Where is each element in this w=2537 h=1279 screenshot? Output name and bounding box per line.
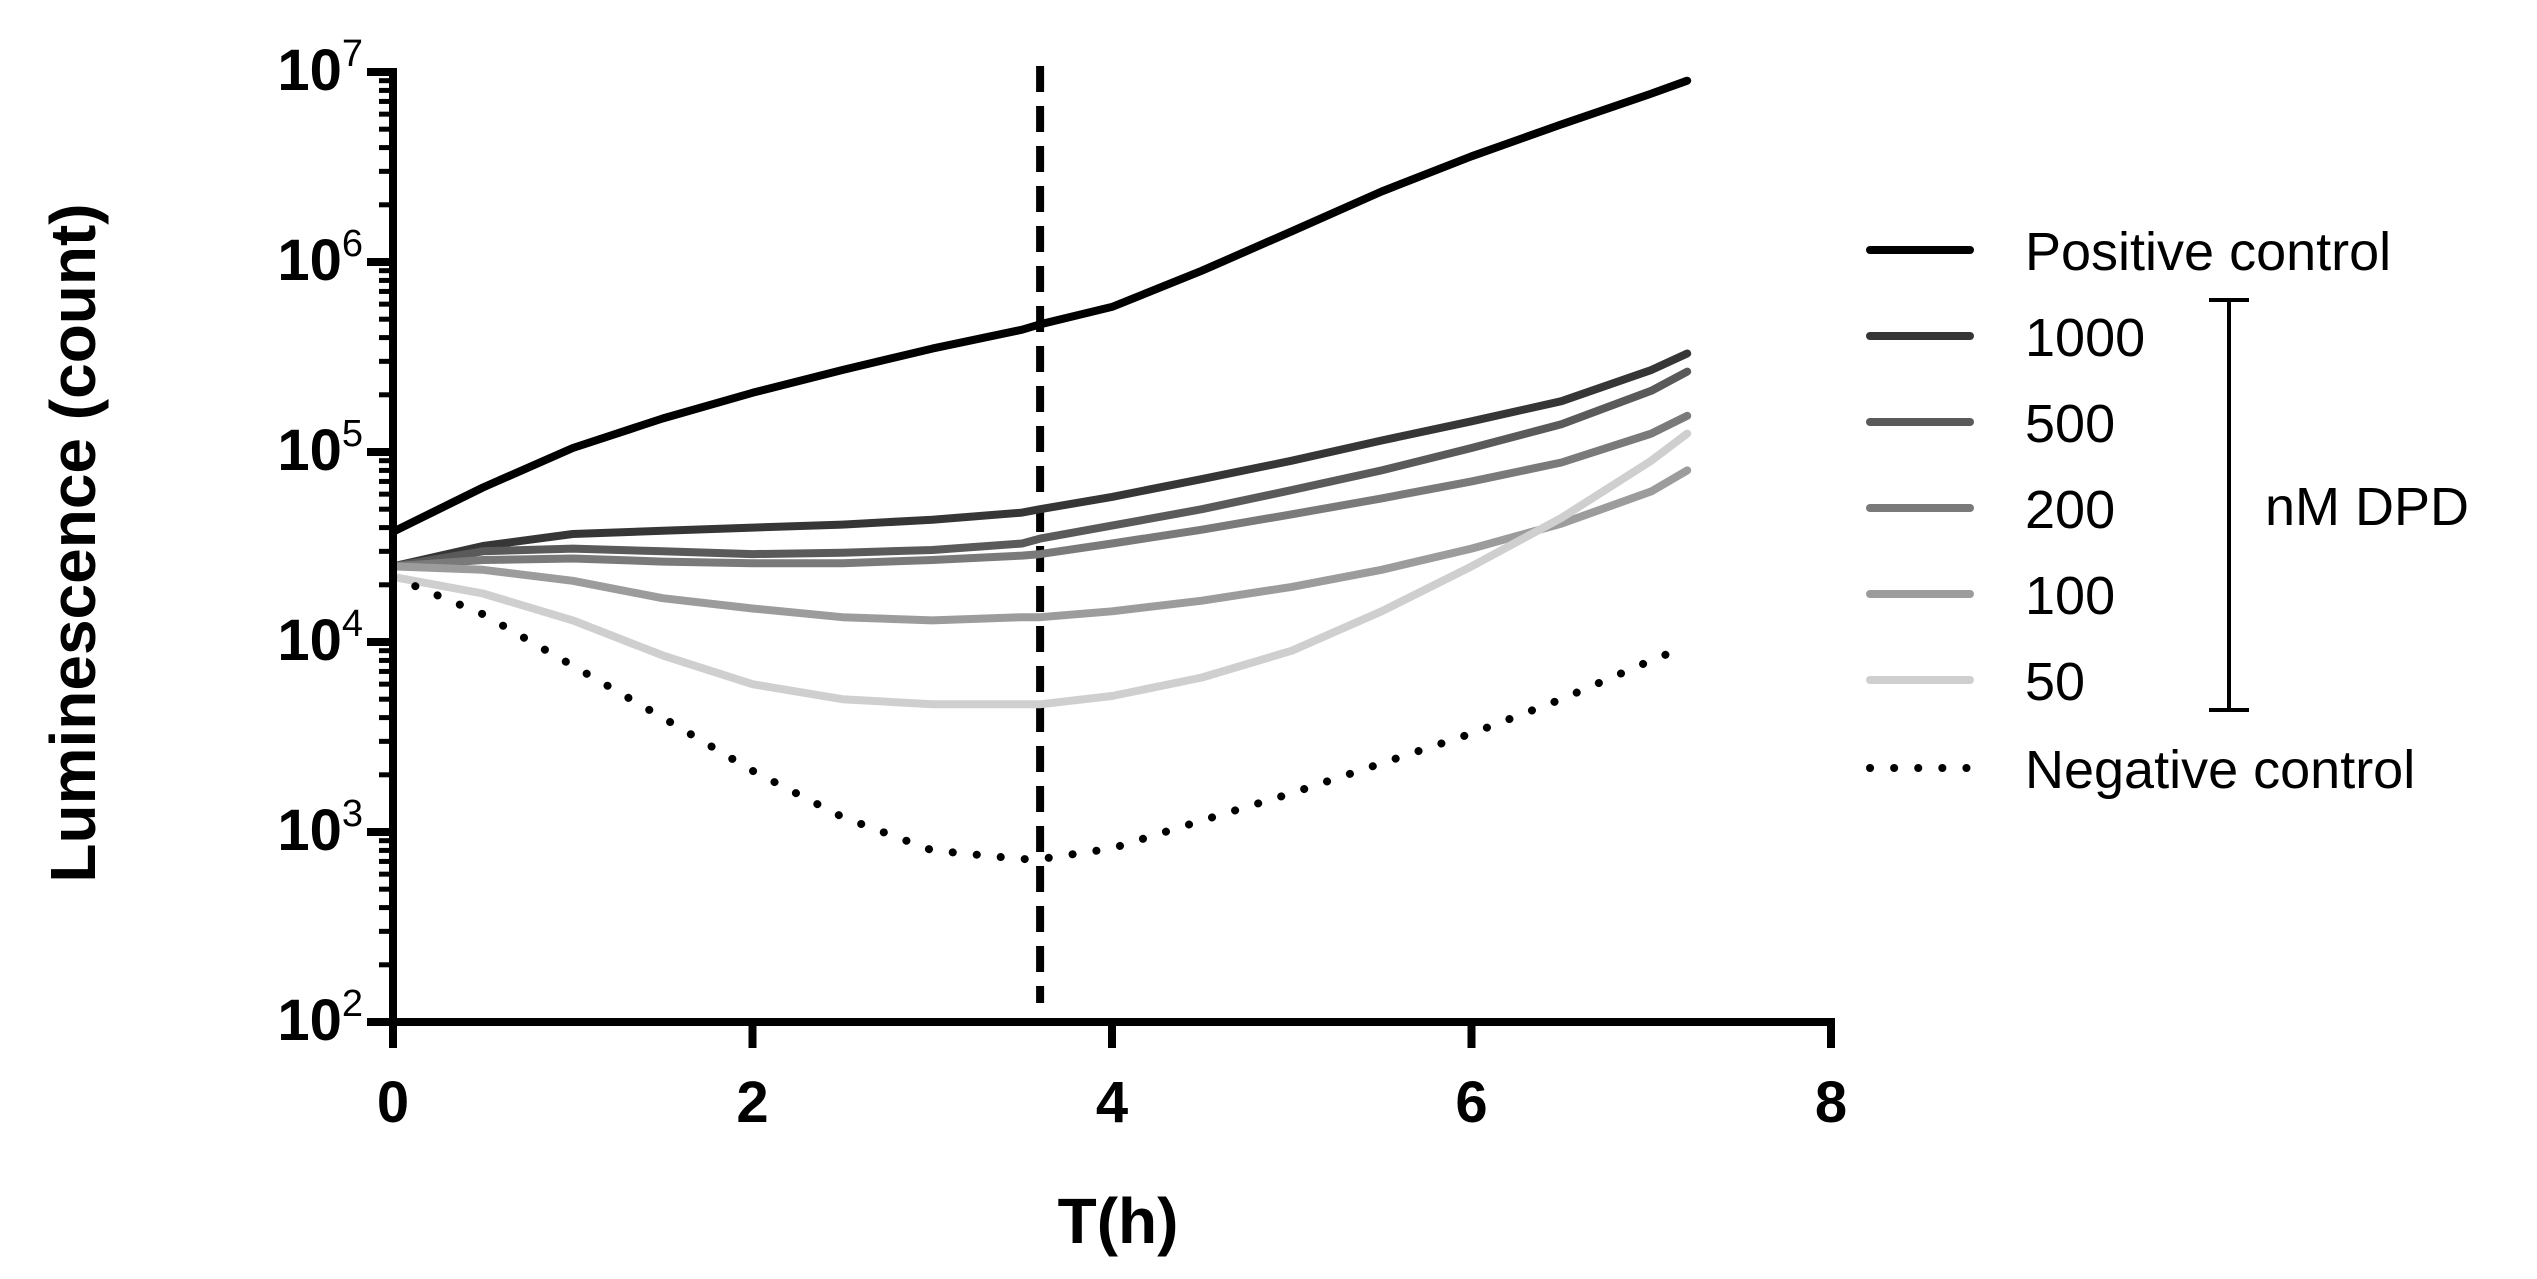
- legend-group-label: nM DPD: [2265, 477, 2469, 537]
- legend-label-200: 200: [2025, 480, 2115, 540]
- x-tick-label: 6: [1455, 1070, 1487, 1135]
- x-tick-label: 0: [377, 1070, 409, 1135]
- y-axis-title: Luminescence (count): [37, 203, 109, 882]
- series-line-500: [389, 367, 1692, 571]
- y-tick-label: 104: [277, 603, 363, 673]
- legend-label-positive-control: Positive control: [2025, 222, 2391, 282]
- series-line-100: [389, 466, 1692, 625]
- x-axis-title: T(h): [1058, 1185, 1179, 1257]
- legend: Positive control 1000 500 200 100 50 Negative …: [1866, 222, 2469, 800]
- series-line-positive-control: [389, 76, 1692, 536]
- x-tick-label: 4: [1096, 1070, 1128, 1135]
- series-line-200: [389, 411, 1692, 571]
- series-layer: [389, 76, 1692, 864]
- x-tick-label: 2: [736, 1070, 768, 1135]
- axes-layer: 102 103 104 105 106 107 0 2 4 6 8: [277, 33, 1847, 1135]
- x-tick-label: 8: [1815, 1070, 1847, 1135]
- legend-label-1000: 1000: [2025, 308, 2145, 368]
- legend-label-100: 100: [2025, 566, 2115, 626]
- series-line-50: [389, 429, 1692, 709]
- y-tick-label: 105: [277, 413, 363, 483]
- y-tick-label: 106: [277, 223, 363, 293]
- y-tick-label: 107: [277, 33, 363, 103]
- legend-label-50: 50: [2025, 652, 2085, 712]
- y-tick-label: 103: [277, 793, 363, 863]
- y-tick-label: 102: [277, 983, 363, 1053]
- legend-label-500: 500: [2025, 394, 2115, 454]
- legend-label-negative-control: Negative control: [2025, 740, 2415, 800]
- series-line-1000: [389, 349, 1692, 571]
